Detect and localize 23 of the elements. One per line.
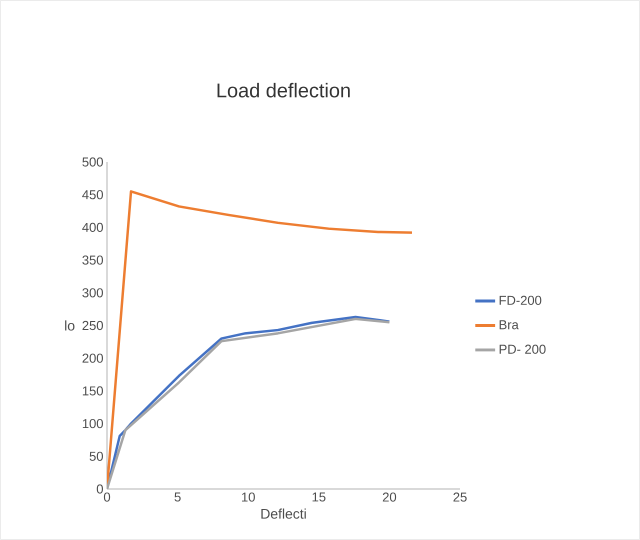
y-tick-label: 50 [90, 452, 103, 461]
y-tick-label: 200 [82, 354, 103, 363]
x-tick-label: 0 [104, 492, 110, 502]
chart-title: Load deflection [218, 82, 350, 98]
y-axis-title: lo [65, 320, 74, 331]
y-tick-label: 300 [82, 288, 103, 298]
legend-label: PD- 200 [500, 344, 546, 354]
x-tick-label: 25 [453, 492, 467, 502]
y-tick-label: 400 [82, 222, 103, 232]
x-tick-label: 15 [312, 492, 326, 502]
x-tick-label: 10 [242, 492, 255, 502]
x-axis-title: Deflecti [261, 508, 306, 519]
legend-label: Bra [500, 320, 519, 330]
y-tick-label: 0 [96, 484, 103, 494]
y-tick-label: 100 [82, 418, 103, 428]
y-tick-label: 450 [82, 190, 103, 200]
y-tick-label: 350 [82, 255, 103, 265]
y-tick-label: 250 [82, 320, 103, 330]
y-tick-label: 150 [82, 386, 103, 396]
legend-label: FD-200 [500, 296, 542, 305]
x-tick-label: 20 [382, 492, 396, 502]
x-tick-label: 5 [174, 492, 181, 502]
y-tick-label: 500 [82, 157, 103, 167]
